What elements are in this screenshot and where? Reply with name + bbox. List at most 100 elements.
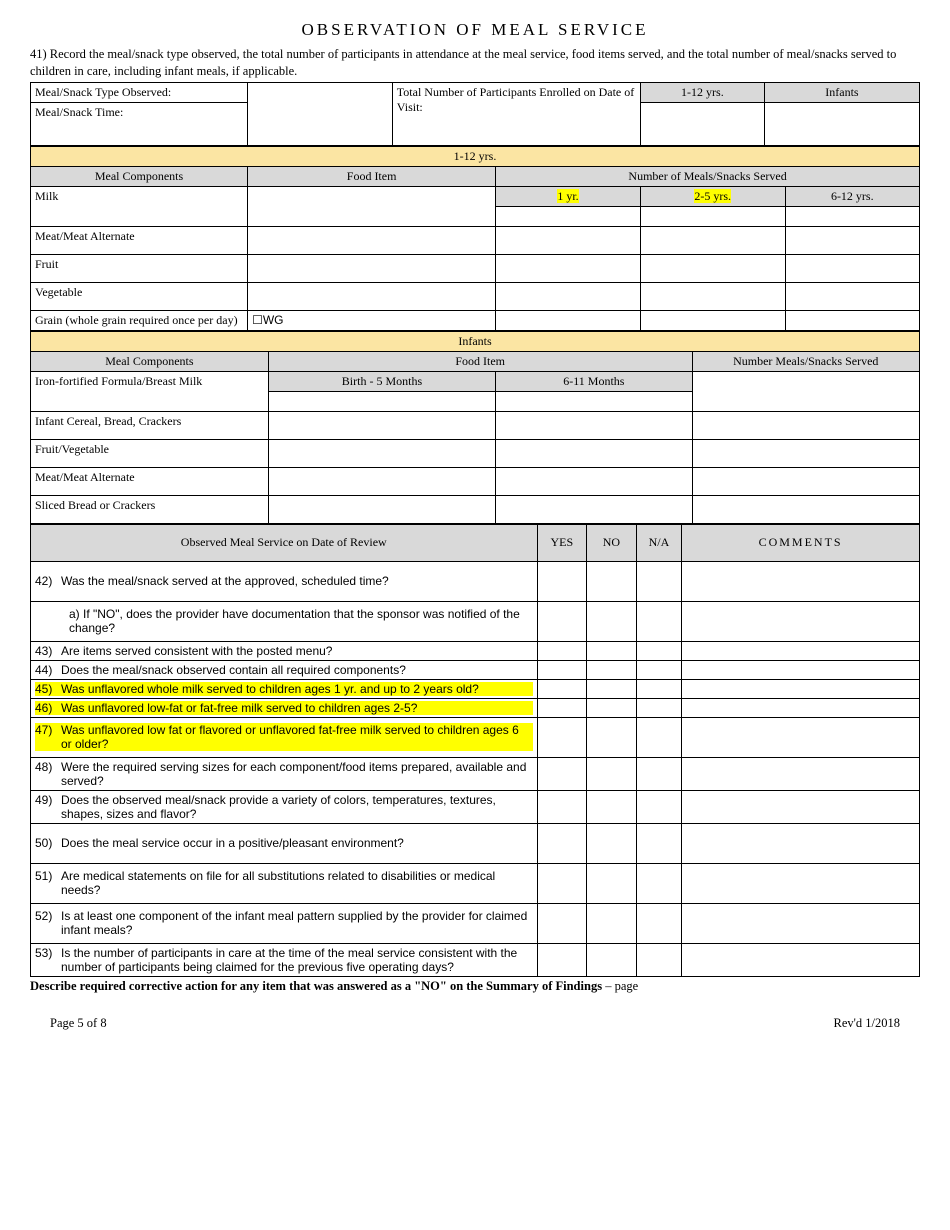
comment-cell-12[interactable] xyxy=(682,943,920,976)
no-cell-1[interactable] xyxy=(587,601,637,641)
t2-n3[interactable] xyxy=(692,467,919,495)
t2-n2[interactable] xyxy=(692,439,919,467)
cell-infants[interactable] xyxy=(764,102,919,145)
t1-c3-2[interactable] xyxy=(640,282,785,310)
t1-c4-1[interactable] xyxy=(496,310,641,330)
col-1-12: 1-12 yrs. xyxy=(640,82,764,102)
na-cell-9[interactable] xyxy=(636,823,681,863)
comment-cell-4[interactable] xyxy=(682,679,920,698)
comment-cell-3[interactable] xyxy=(682,660,920,679)
yes-cell-0[interactable] xyxy=(537,561,587,601)
no-cell-11[interactable] xyxy=(587,903,637,943)
t2-f1b[interactable] xyxy=(496,411,692,439)
t1-c1-1[interactable] xyxy=(496,226,641,254)
meal-time-label: Meal/Snack Time: xyxy=(31,102,248,145)
t1-sub2: 2-5 yrs. xyxy=(694,189,731,203)
yes-cell-10[interactable] xyxy=(537,863,587,903)
t2-f4b[interactable] xyxy=(496,495,692,523)
t1-c0-3[interactable] xyxy=(785,206,919,226)
t1-c2-2[interactable] xyxy=(640,254,785,282)
t1-c4-2[interactable] xyxy=(640,310,785,330)
t1-food3[interactable] xyxy=(248,282,496,310)
question-0: 42)Was the meal/snack served at the appr… xyxy=(31,561,538,601)
na-cell-6[interactable] xyxy=(636,717,681,757)
no-cell-7[interactable] xyxy=(587,757,637,790)
t1-food0[interactable] xyxy=(248,186,496,226)
yes-cell-6[interactable] xyxy=(537,717,587,757)
yes-cell-9[interactable] xyxy=(537,823,587,863)
t1-c0-1[interactable] xyxy=(496,206,641,226)
no-cell-3[interactable] xyxy=(587,660,637,679)
yes-cell-1[interactable] xyxy=(537,601,587,641)
t2-f4a[interactable] xyxy=(268,495,495,523)
na-cell-1[interactable] xyxy=(636,601,681,641)
meal-type-label: Meal/Snack Type Observed: xyxy=(31,82,248,102)
t1-c3-1[interactable] xyxy=(496,282,641,310)
meal-type-cell[interactable] xyxy=(248,82,393,145)
no-cell-5[interactable] xyxy=(587,698,637,717)
t2-n4[interactable] xyxy=(692,495,919,523)
question-12: 53)Is the number of participants in care… xyxy=(31,943,538,976)
cell-1-12[interactable] xyxy=(640,102,764,145)
comment-cell-5[interactable] xyxy=(682,698,920,717)
na-cell-0[interactable] xyxy=(636,561,681,601)
yes-cell-5[interactable] xyxy=(537,698,587,717)
t1-c2-1[interactable] xyxy=(496,254,641,282)
page-number: Page 5 of 8 xyxy=(50,1016,107,1031)
question-2: 43)Are items served consistent with the … xyxy=(31,641,538,660)
no-cell-4[interactable] xyxy=(587,679,637,698)
comment-cell-2[interactable] xyxy=(682,641,920,660)
na-cell-8[interactable] xyxy=(636,790,681,823)
na-cell-12[interactable] xyxy=(636,943,681,976)
comment-cell-7[interactable] xyxy=(682,757,920,790)
no-cell-12[interactable] xyxy=(587,943,637,976)
comment-cell-10[interactable] xyxy=(682,863,920,903)
t1-food1[interactable] xyxy=(248,226,496,254)
t2-n1[interactable] xyxy=(692,411,919,439)
question-8: 49)Does the observed meal/snack provide … xyxy=(31,790,538,823)
no-cell-6[interactable] xyxy=(587,717,637,757)
yes-cell-8[interactable] xyxy=(537,790,587,823)
na-cell-10[interactable] xyxy=(636,863,681,903)
no-cell-8[interactable] xyxy=(587,790,637,823)
na-cell-4[interactable] xyxy=(636,679,681,698)
na-cell-11[interactable] xyxy=(636,903,681,943)
yes-cell-12[interactable] xyxy=(537,943,587,976)
yes-cell-3[interactable] xyxy=(537,660,587,679)
comment-cell-0[interactable] xyxy=(682,561,920,601)
na-cell-2[interactable] xyxy=(636,641,681,660)
t1-c1-2[interactable] xyxy=(640,226,785,254)
t1-c0-2[interactable] xyxy=(640,206,785,226)
comment-cell-6[interactable] xyxy=(682,717,920,757)
t2-f3a[interactable] xyxy=(268,467,495,495)
comment-cell-11[interactable] xyxy=(682,903,920,943)
no-cell-2[interactable] xyxy=(587,641,637,660)
comment-cell-8[interactable] xyxy=(682,790,920,823)
wg-checkbox[interactable]: ☐WG xyxy=(248,310,496,330)
no-cell-9[interactable] xyxy=(587,823,637,863)
yes-cell-2[interactable] xyxy=(537,641,587,660)
t2-f0a[interactable] xyxy=(268,391,495,411)
comment-cell-1[interactable] xyxy=(682,601,920,641)
t2-f1a[interactable] xyxy=(268,411,495,439)
t2-f0b[interactable] xyxy=(496,391,692,411)
t1-food2[interactable] xyxy=(248,254,496,282)
q-no: NO xyxy=(587,524,637,561)
na-cell-7[interactable] xyxy=(636,757,681,790)
yes-cell-11[interactable] xyxy=(537,903,587,943)
t2-f2a[interactable] xyxy=(268,439,495,467)
t1-c1-3[interactable] xyxy=(785,226,919,254)
no-cell-0[interactable] xyxy=(587,561,637,601)
yes-cell-7[interactable] xyxy=(537,757,587,790)
t2-n0[interactable] xyxy=(692,371,919,411)
t2-f2b[interactable] xyxy=(496,439,692,467)
comment-cell-9[interactable] xyxy=(682,823,920,863)
no-cell-10[interactable] xyxy=(587,863,637,903)
t1-c4-3[interactable] xyxy=(785,310,919,330)
t2-f3b[interactable] xyxy=(496,467,692,495)
yes-cell-4[interactable] xyxy=(537,679,587,698)
t1-c2-3[interactable] xyxy=(785,254,919,282)
t1-c3-3[interactable] xyxy=(785,282,919,310)
na-cell-3[interactable] xyxy=(636,660,681,679)
na-cell-5[interactable] xyxy=(636,698,681,717)
